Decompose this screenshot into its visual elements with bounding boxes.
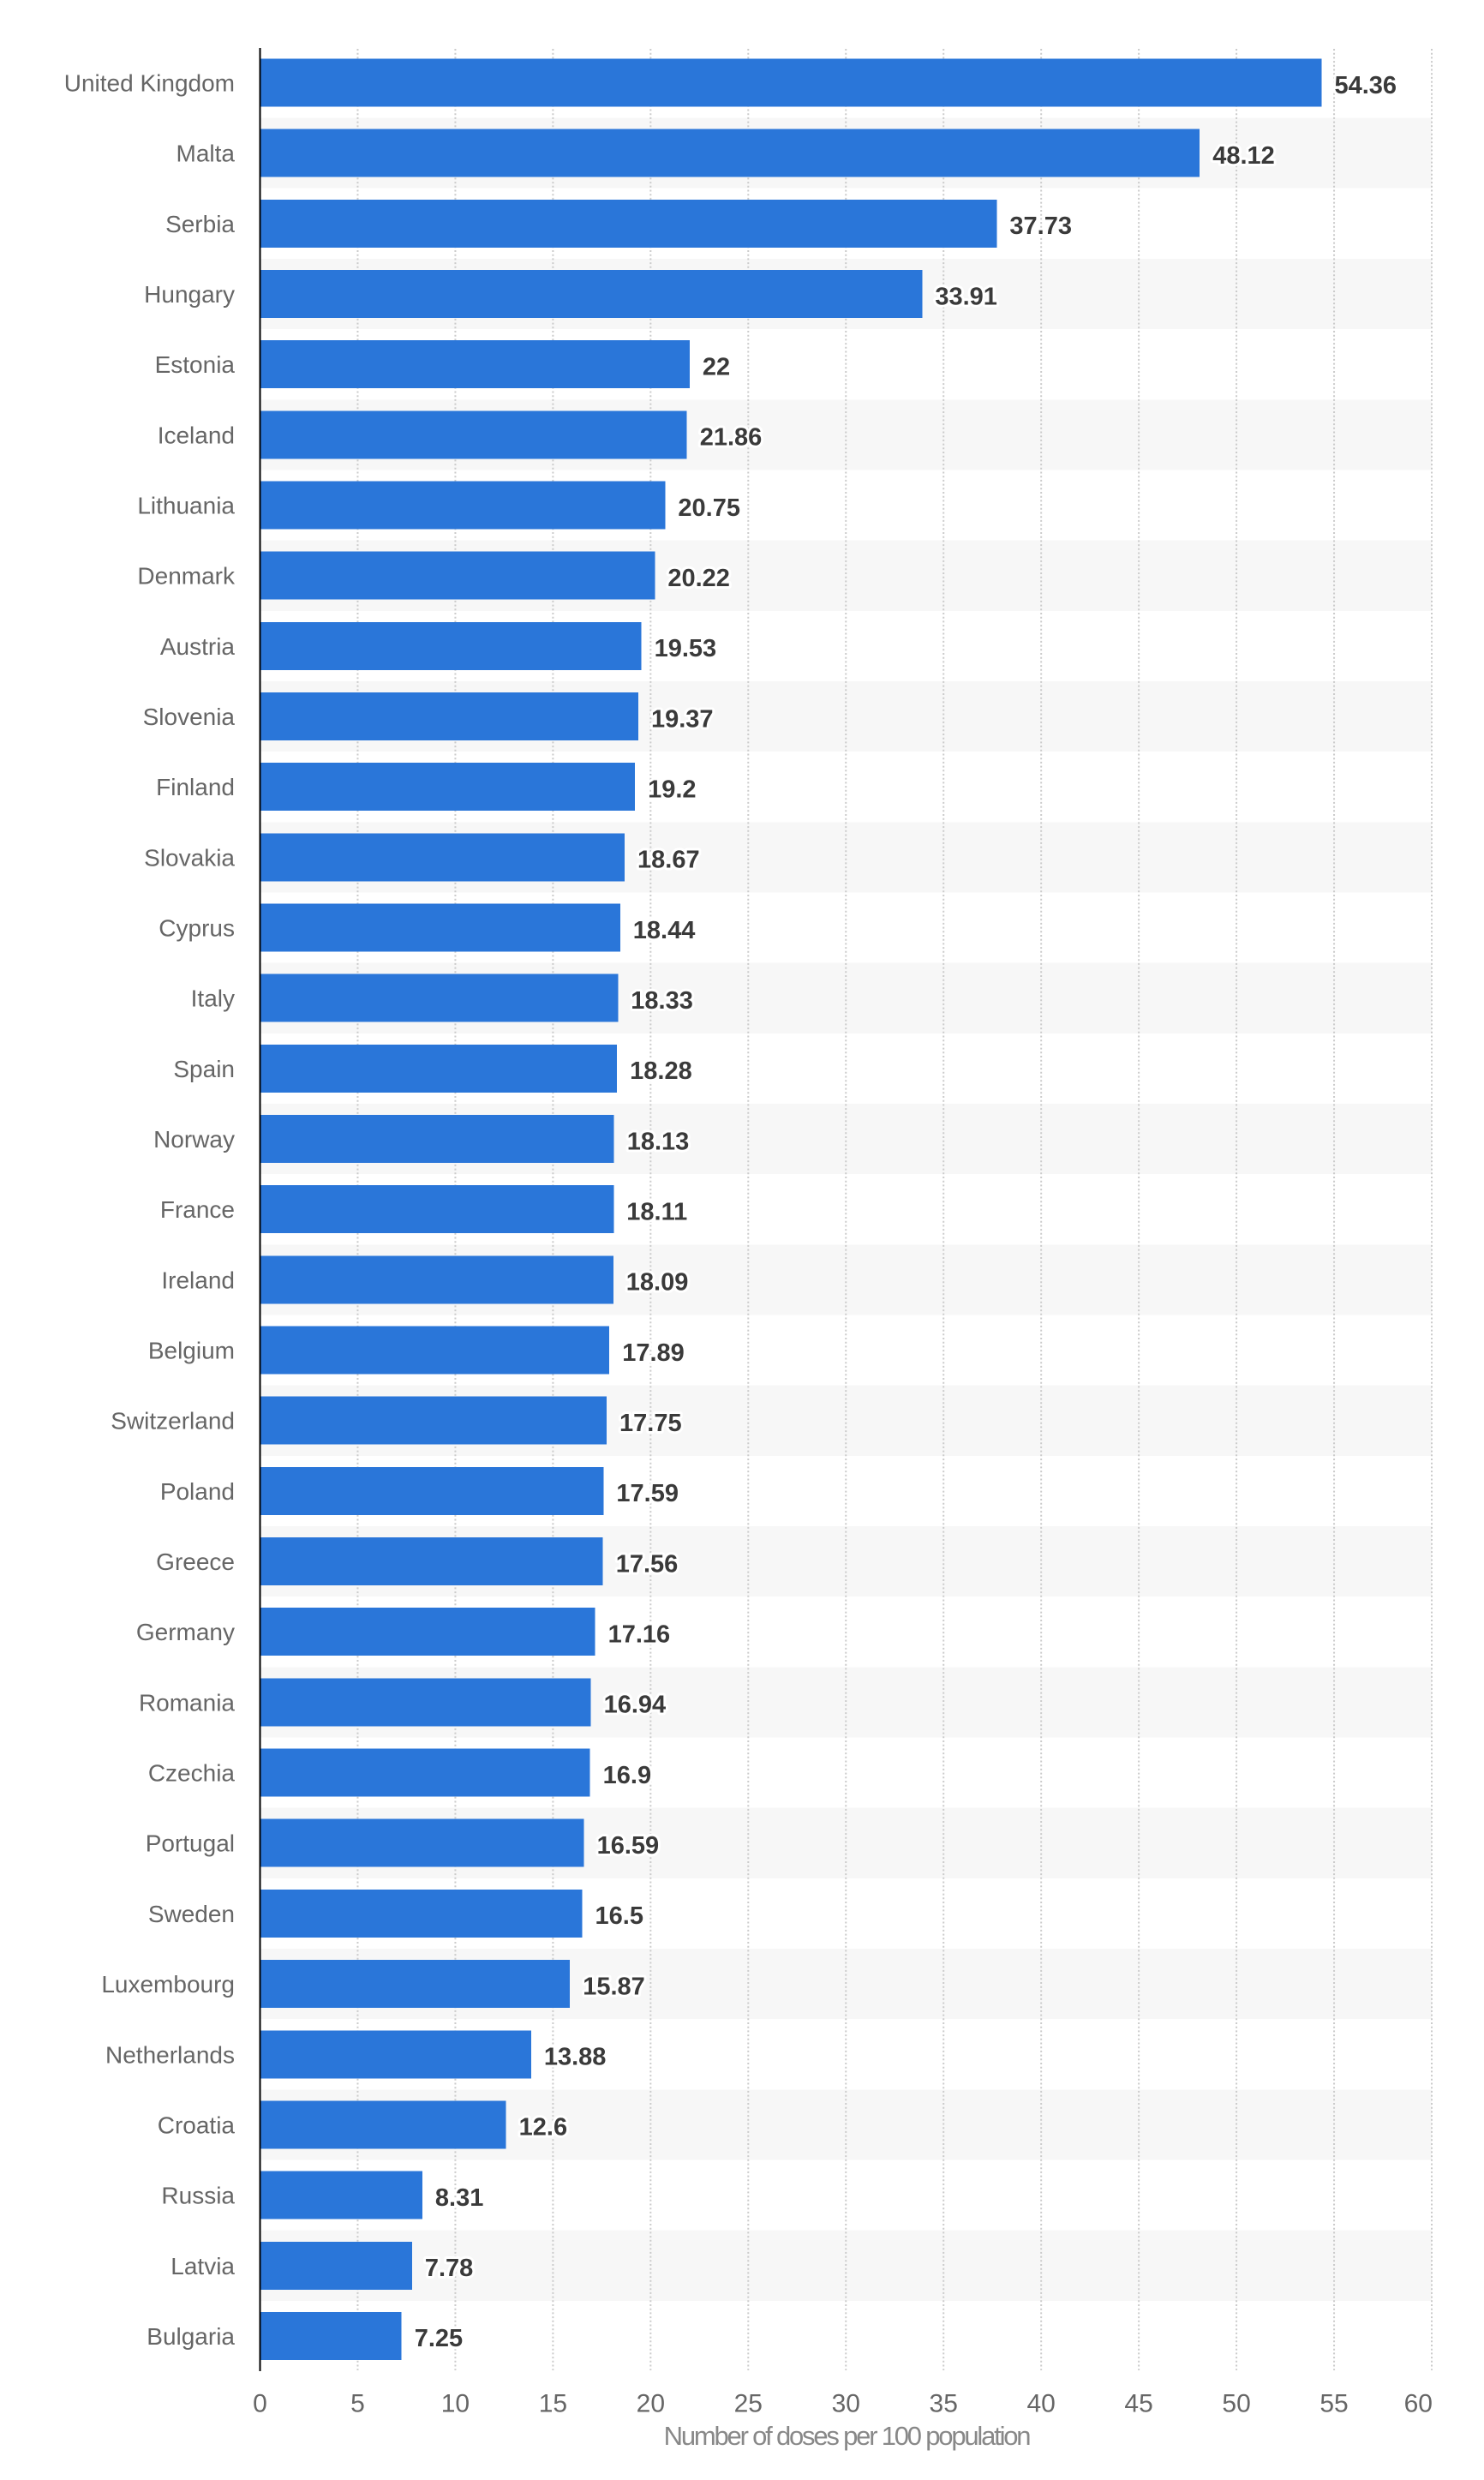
svg-text:Iceland: Iceland <box>158 422 235 448</box>
svg-text:25: 25 <box>734 2390 763 2418</box>
svg-text:Spain: Spain <box>173 1056 235 1082</box>
svg-text:10: 10 <box>441 2390 470 2418</box>
svg-text:20.22: 20.22 <box>667 565 730 592</box>
svg-text:18.67: 18.67 <box>637 847 700 874</box>
svg-text:19.37: 19.37 <box>651 705 714 733</box>
svg-text:20: 20 <box>637 2390 665 2418</box>
svg-text:60: 60 <box>1404 2390 1433 2418</box>
svg-text:Italy: Italy <box>191 985 235 1012</box>
svg-text:Czechia: Czechia <box>148 1760 236 1787</box>
svg-text:19.53: 19.53 <box>655 635 717 662</box>
svg-text:18.13: 18.13 <box>627 1128 690 1155</box>
svg-text:Netherlands: Netherlands <box>105 2041 235 2068</box>
svg-text:18.11: 18.11 <box>626 1199 687 1226</box>
svg-text:7.25: 7.25 <box>415 2325 463 2352</box>
svg-text:Bulgaria: Bulgaria <box>147 2323 235 2350</box>
svg-text:18.33: 18.33 <box>631 987 693 1015</box>
svg-text:Poland: Poland <box>160 1478 235 1505</box>
svg-text:48.12: 48.12 <box>1212 142 1275 170</box>
svg-text:12.6: 12.6 <box>519 2114 567 2142</box>
svg-text:Finland: Finland <box>156 774 235 800</box>
svg-text:15.87: 15.87 <box>583 1973 645 2000</box>
svg-text:16.5: 16.5 <box>595 1902 643 1930</box>
svg-text:Malta: Malta <box>177 141 236 167</box>
svg-text:16.59: 16.59 <box>597 1832 660 1860</box>
svg-text:Russia: Russia <box>161 2183 235 2209</box>
svg-text:35: 35 <box>930 2390 958 2418</box>
svg-text:Lithuania: Lithuania <box>137 493 235 519</box>
svg-text:8.31: 8.31 <box>435 2184 483 2212</box>
svg-text:20.75: 20.75 <box>678 494 740 522</box>
svg-text:Sweden: Sweden <box>148 1901 235 1927</box>
svg-text:18.44: 18.44 <box>633 917 696 944</box>
svg-text:17.59: 17.59 <box>616 1480 679 1507</box>
svg-text:7.78: 7.78 <box>425 2255 473 2282</box>
svg-text:33.91: 33.91 <box>935 283 997 310</box>
svg-text:17.16: 17.16 <box>608 1621 671 1649</box>
svg-text:Belgium: Belgium <box>148 1338 235 1364</box>
svg-text:50: 50 <box>1222 2390 1250 2418</box>
svg-text:Romania: Romania <box>139 1689 235 1716</box>
svg-text:Portugal: Portugal <box>146 1830 235 1857</box>
svg-text:France: France <box>160 1196 235 1223</box>
svg-text:Cyprus: Cyprus <box>159 915 235 942</box>
svg-text:13.88: 13.88 <box>544 2044 607 2071</box>
svg-text:Norway: Norway <box>153 1126 235 1153</box>
svg-text:19.2: 19.2 <box>648 776 696 803</box>
svg-text:21.86: 21.86 <box>700 424 763 452</box>
svg-text:40: 40 <box>1026 2390 1055 2418</box>
svg-text:17.75: 17.75 <box>619 1410 682 1437</box>
svg-text:Number of doses per 100 popula: Number of doses per 100 population <box>664 2421 1031 2451</box>
svg-text:15: 15 <box>539 2390 567 2418</box>
svg-text:22: 22 <box>703 353 730 380</box>
svg-text:Austria: Austria <box>160 633 236 660</box>
svg-text:Ireland: Ireland <box>161 1267 235 1293</box>
svg-text:Denmark: Denmark <box>137 563 236 590</box>
svg-text:18.28: 18.28 <box>630 1057 692 1085</box>
svg-text:16.9: 16.9 <box>603 1762 651 1789</box>
svg-text:Germany: Germany <box>136 1619 235 1645</box>
svg-text:18.09: 18.09 <box>626 1269 689 1297</box>
svg-text:Croatia: Croatia <box>158 2112 236 2138</box>
svg-text:Luxembourg: Luxembourg <box>101 1971 235 1998</box>
svg-text:16.94: 16.94 <box>604 1692 667 1719</box>
svg-text:Slovakia: Slovakia <box>144 844 235 871</box>
svg-text:Serbia: Serbia <box>165 211 235 237</box>
svg-text:Latvia: Latvia <box>171 2253 235 2279</box>
svg-text:Hungary: Hungary <box>144 281 235 308</box>
svg-text:54.36: 54.36 <box>1334 72 1397 99</box>
svg-text:United Kingdom: United Kingdom <box>64 69 235 96</box>
svg-text:Estonia: Estonia <box>155 351 236 378</box>
svg-text:17.89: 17.89 <box>622 1339 685 1367</box>
svg-text:55: 55 <box>1319 2390 1348 2418</box>
svg-text:5: 5 <box>350 2390 365 2418</box>
svg-text:0: 0 <box>253 2390 267 2418</box>
svg-text:Switzerland: Switzerland <box>111 1408 235 1435</box>
svg-text:Greece: Greece <box>156 1549 235 1575</box>
svg-text:17.56: 17.56 <box>616 1550 679 1578</box>
svg-text:37.73: 37.73 <box>1009 213 1072 240</box>
svg-text:30: 30 <box>832 2390 860 2418</box>
svg-text:Slovenia: Slovenia <box>143 704 236 730</box>
svg-text:45: 45 <box>1124 2390 1152 2418</box>
